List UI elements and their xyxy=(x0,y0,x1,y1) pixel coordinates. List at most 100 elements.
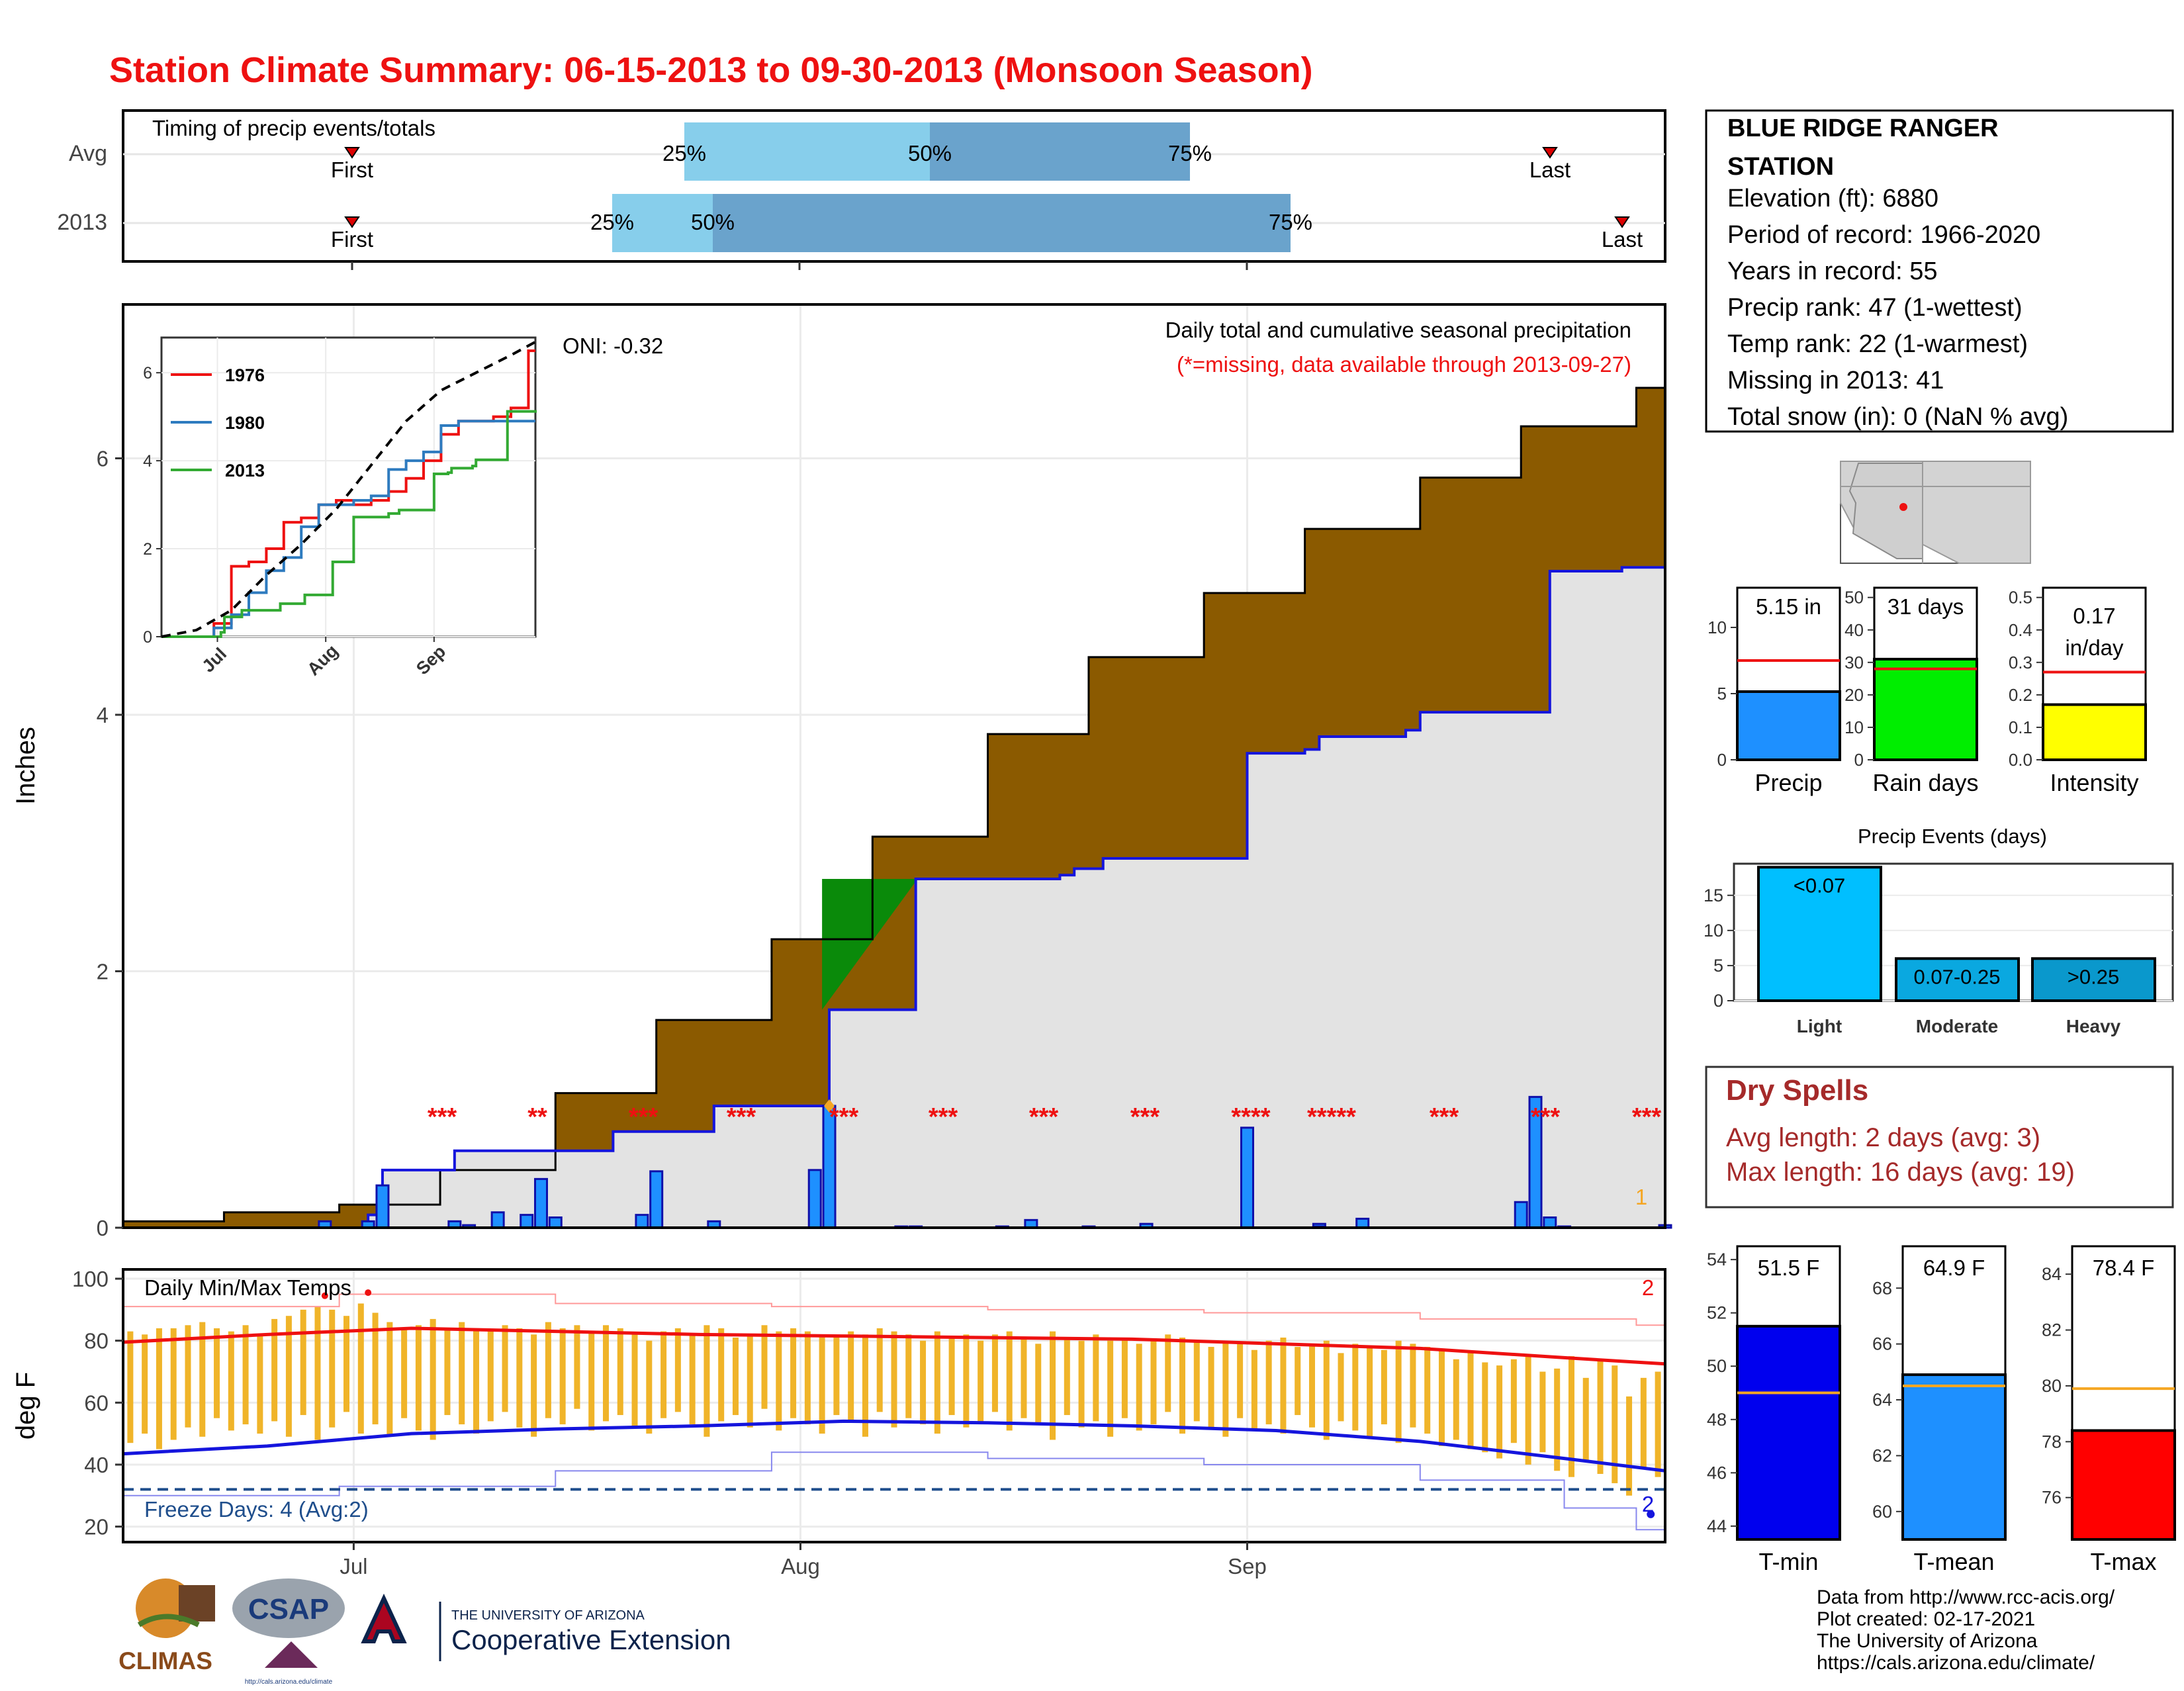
daily-temp-range-bar xyxy=(502,1325,508,1412)
daily-temp-range-bar xyxy=(1467,1353,1474,1449)
tmax-label: T-max xyxy=(2090,1548,2156,1575)
daily-temp-range-bar xyxy=(833,1338,840,1416)
climas-logo: CLIMAS xyxy=(118,1578,215,1674)
daily-temp-range-bar xyxy=(242,1325,249,1425)
daily-precip-bar xyxy=(490,1211,505,1229)
daily-temp-range-bar xyxy=(387,1322,393,1437)
climas-logo-block xyxy=(179,1585,215,1622)
daily-temp-range-bar xyxy=(905,1334,912,1418)
daily-temp-range-bar xyxy=(891,1331,897,1428)
daily-temp-range-bar xyxy=(574,1325,580,1409)
daily-temp-range-bar xyxy=(1237,1344,1244,1418)
seasonal-temp-bars: 44 46 48 50 52 54 51.5 F T-min 60 62 64 66 68 64.9 F T… xyxy=(1707,1245,2176,1575)
tmin-avg-line xyxy=(122,1419,1666,1473)
station-location-marker xyxy=(1899,503,1907,511)
tmax-ytick-label: 76 xyxy=(2042,1488,2062,1508)
daily-temp-range-bar xyxy=(1150,1340,1157,1425)
missing-marks: *** ** *** *** *** *** *** *** **** ***** *** *** **… xyxy=(428,1103,1662,1131)
timing-panel-label: Timing of precip events/totals xyxy=(152,116,435,140)
missing-data-mark: *** xyxy=(727,1103,756,1131)
timing-avg-75: 75% xyxy=(1168,141,1212,165)
daily-precip-bar xyxy=(1240,1126,1255,1229)
daily-precip-bar xyxy=(649,1170,664,1229)
daily-temp-range-bar xyxy=(1006,1331,1013,1431)
inset-line-2013 xyxy=(161,410,537,638)
mini-raindays-label: Rain days xyxy=(1872,769,1978,796)
mini-precip-label: Precip xyxy=(1754,769,1822,796)
mini-intensity-ytick-label: 0.5 xyxy=(2009,588,2032,608)
temp-xtick-label: Aug xyxy=(781,1554,820,1578)
daily-precip-bar xyxy=(1543,1216,1557,1229)
tmax-ytick-label: 84 xyxy=(2042,1264,2062,1284)
station-name-2: STATION xyxy=(1727,153,1834,181)
daily-temp-range-bar xyxy=(142,1334,148,1434)
mini-intensity-ytick-label: 0.1 xyxy=(2009,717,2032,737)
timing-row-2013: 2013 xyxy=(57,210,107,235)
tmin-ytick-label: 44 xyxy=(1707,1516,1727,1536)
daily-temp-range-bar xyxy=(285,1316,292,1437)
daily-temp-range-bar xyxy=(1525,1356,1531,1465)
climas-logo-wave xyxy=(137,1614,200,1627)
daily-temp-range-bar xyxy=(920,1340,927,1425)
temp-ytick-label: 60 xyxy=(84,1391,109,1415)
climas-logo-text: CLIMAS xyxy=(118,1647,212,1674)
inset-ytick-label: 2 xyxy=(143,540,152,559)
daily-temp-range-bar xyxy=(761,1325,768,1409)
tmin-label: T-min xyxy=(1759,1548,1819,1575)
daily-precip-bar xyxy=(533,1177,548,1229)
tmin-ytick-label: 46 xyxy=(1707,1463,1727,1483)
missing-data-mark: *** xyxy=(829,1103,859,1131)
event-bar-moderate xyxy=(1895,957,2020,1003)
daily-temp-range-bar xyxy=(401,1328,408,1418)
precip-ytick-label: 6 xyxy=(97,447,109,471)
event-bar-light xyxy=(1757,866,1882,1003)
avg-cumulative-line xyxy=(123,314,1666,1222)
mini-raindays-ytick-label: 20 xyxy=(1844,685,1864,705)
daily-temp-range-bar xyxy=(170,1328,177,1440)
tmax-ytick-label: 82 xyxy=(2042,1320,2062,1340)
daily-precip-bar xyxy=(635,1214,649,1229)
missing-data-mark: **** xyxy=(1231,1103,1270,1131)
timing-avg-25: 25% xyxy=(662,141,706,165)
mini-raindays-value: 31 days xyxy=(1888,594,1964,619)
temp-ytick-label: 20 xyxy=(84,1515,109,1539)
daily-temp-range-bar xyxy=(1582,1377,1589,1462)
dry-spells-frame xyxy=(1705,1066,2174,1209)
temp-x-axis: Jul Aug Sep xyxy=(340,1542,1267,1578)
events-title: Precip Events (days) xyxy=(1858,825,2047,848)
daily-temp-range-bar xyxy=(631,1334,638,1428)
daily-temp-range-bar xyxy=(689,1334,696,1425)
daily-temp-range-bar xyxy=(1179,1338,1186,1434)
precip-ytick-label: 4 xyxy=(97,703,109,727)
daily-temp-range-bar xyxy=(862,1334,868,1437)
tmax-value: 78.4 F xyxy=(2093,1256,2155,1280)
daily-temp-range-bar xyxy=(819,1334,825,1434)
temp-marker-2-bottom: 2 xyxy=(1642,1492,1654,1516)
temp-marker-2-top: 2 xyxy=(1642,1275,1654,1300)
daily-temp-range-bar xyxy=(646,1340,653,1434)
daily-temp-range-bar xyxy=(444,1328,451,1416)
daily-temp-range-bar xyxy=(934,1331,940,1434)
daily-precip-bar xyxy=(375,1184,390,1229)
missing-data-mark: *** xyxy=(1029,1103,1059,1131)
record-high-marker xyxy=(321,1292,328,1299)
daily-temp-range-bar xyxy=(1295,1347,1301,1416)
missing-data-mark: *** xyxy=(1130,1103,1160,1131)
daily-temp-range-bar xyxy=(1381,1349,1387,1425)
timing-2013-last: Last xyxy=(1602,227,1643,251)
mini-raindays-bar xyxy=(1873,657,1978,761)
events-ytick-label: 5 xyxy=(1713,956,1723,976)
daily-temp-range-bar xyxy=(199,1322,206,1437)
event-bar-label: 0.07-0.25 xyxy=(1914,965,2001,988)
mini-precip-bar xyxy=(1736,690,1841,761)
daily-temp-range-bar xyxy=(329,1309,336,1428)
csap-logo-url: http://cals.arizona.edu/climate xyxy=(245,1678,333,1686)
csap-logo-mountain xyxy=(265,1641,318,1668)
inset-lines xyxy=(161,340,537,638)
inset-ytick-label: 6 xyxy=(143,364,152,383)
precip-ytick-label: 0 xyxy=(97,1216,109,1240)
above-average-area xyxy=(822,879,916,1010)
precip-area xyxy=(123,314,1666,1229)
daily-precip-bar xyxy=(520,1214,534,1229)
inset-legend: 1976 1980 2013 xyxy=(171,365,265,480)
